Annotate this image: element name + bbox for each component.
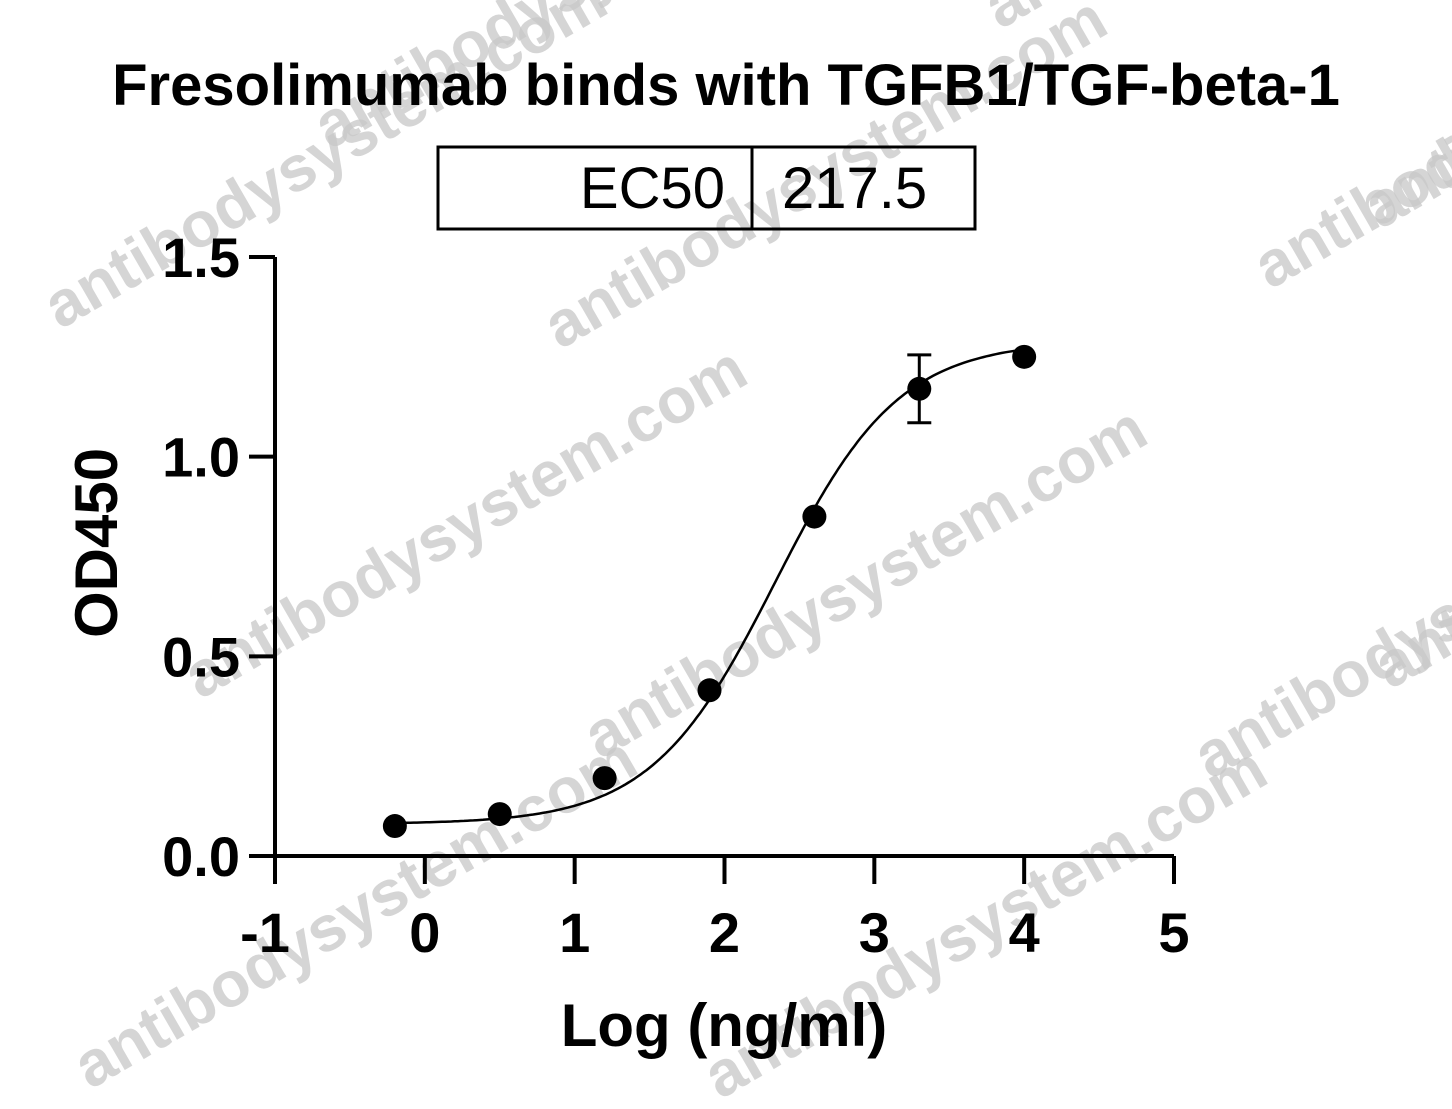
x-tick-label: 2 xyxy=(709,901,740,964)
axes: -1 0 1 2 3 4 5 0.0 0.5 1.0 1.5 xyxy=(162,226,1189,964)
data-point xyxy=(907,376,932,401)
data-point xyxy=(487,802,512,827)
x-tick-label: 4 xyxy=(1009,901,1040,964)
y-tick-label: 1.0 xyxy=(162,426,240,489)
x-tick-label: 3 xyxy=(859,901,890,964)
data-point xyxy=(802,504,827,529)
watermark-text: antibodysystem.com xyxy=(1361,321,1452,702)
y-tick-label: 0.5 xyxy=(162,625,240,688)
data-point xyxy=(382,814,407,839)
chart-title: Fresolimumab binds with TGFB1/TGF-beta-1 xyxy=(112,53,1340,118)
watermark-text: antibodysystem.com xyxy=(1181,411,1452,792)
ec50-table-border xyxy=(436,145,977,231)
y-tick-label: 0.0 xyxy=(162,825,240,888)
data-point xyxy=(697,678,722,703)
x-axis-label: Log (ng/ml) xyxy=(561,992,888,1059)
x-tick-label: 0 xyxy=(409,901,440,964)
ec50-label: EC50 xyxy=(580,156,725,221)
x-tick-label: 1 xyxy=(559,901,590,964)
watermark-text: antibodysystem.com xyxy=(31,0,618,342)
ec50-value: 217.5 xyxy=(782,156,927,221)
watermark-text: antibodysystem.com xyxy=(1351,0,1452,242)
data-point xyxy=(592,766,617,791)
points-layer xyxy=(382,344,1037,839)
ec50-table: EC50 217.5 xyxy=(436,145,977,231)
data-point xyxy=(1012,344,1037,369)
x-tick-label: 5 xyxy=(1158,901,1189,964)
y-tick-label: 1.5 xyxy=(162,226,240,289)
y-axis-label: OD450 xyxy=(63,448,130,638)
x-tick-label: -1 xyxy=(240,901,290,964)
